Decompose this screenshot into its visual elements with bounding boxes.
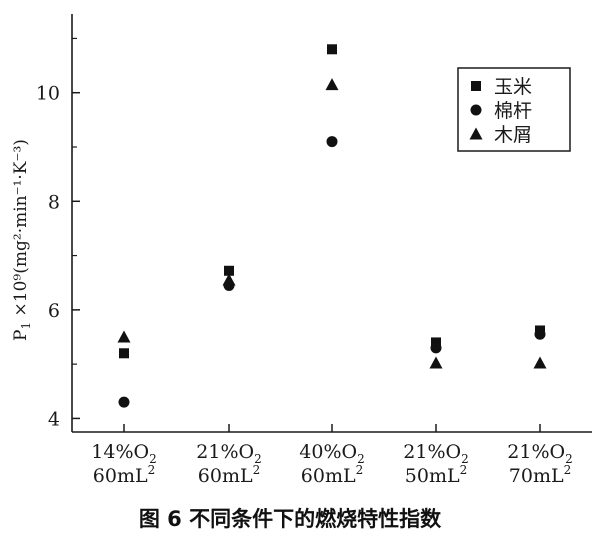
triangle-point [533,356,547,369]
x-tick-label-line1: 40%O2 [299,441,364,466]
y-tick-label: 6 [48,300,60,322]
legend-label: 玉米 [494,76,532,98]
y-axis-label: P1 ×10⁹(mg²·min⁻¹·K⁻³) [11,139,33,341]
y-tick-label: 4 [48,408,60,430]
y-ticks: 4 6 8 10 [36,37,80,430]
square-point [327,44,337,55]
y-tick-label: 8 [48,191,60,213]
circle-point [430,342,442,354]
circle-point [534,328,546,340]
y-tick-label: 10 [36,83,60,105]
square-point [224,265,234,276]
triangle-point [325,78,339,91]
circle-point [118,396,130,408]
legend-label: 棉杆 [494,100,532,122]
x-tick-label-line1: 21%O2 [507,441,572,466]
x-tick-label-line2: 50mL2 [405,463,467,487]
x-tick-label-line1: 21%O2 [196,441,261,466]
x-tick-label-line2: 60mL2 [93,463,155,487]
data-marks [117,44,547,408]
x-tick-label-line2: 60mL2 [198,463,260,487]
x-tick-label-line2: 70mL2 [509,463,571,487]
triangle-point [222,273,236,286]
circle-point [326,136,338,148]
y-axis-label-rest: ×10⁹(mg²·min⁻¹·K⁻³) [11,139,31,322]
triangle-point [117,330,131,343]
x-tick-label-line1: 21%O2 [403,441,468,466]
square-point [119,348,129,359]
figure-caption: 图 6 不同条件下的燃烧特性指数 [139,507,442,531]
legend-triangle-marker [469,127,483,140]
x-tick-label-line2: 60mL2 [301,463,363,487]
y-axis-label-sub: 1 [19,322,33,330]
triangle-point [429,356,443,369]
x-tick-label-line1: 14%O2 [91,441,156,466]
x-ticks: 14%O260mL221%O260mL240%O260mL221%O250mL2… [91,424,573,487]
legend-square-marker [471,81,481,91]
legend-label: 木屑 [494,124,532,146]
y-axis-label-main: P [11,329,31,340]
legend-circle-marker [470,104,482,116]
